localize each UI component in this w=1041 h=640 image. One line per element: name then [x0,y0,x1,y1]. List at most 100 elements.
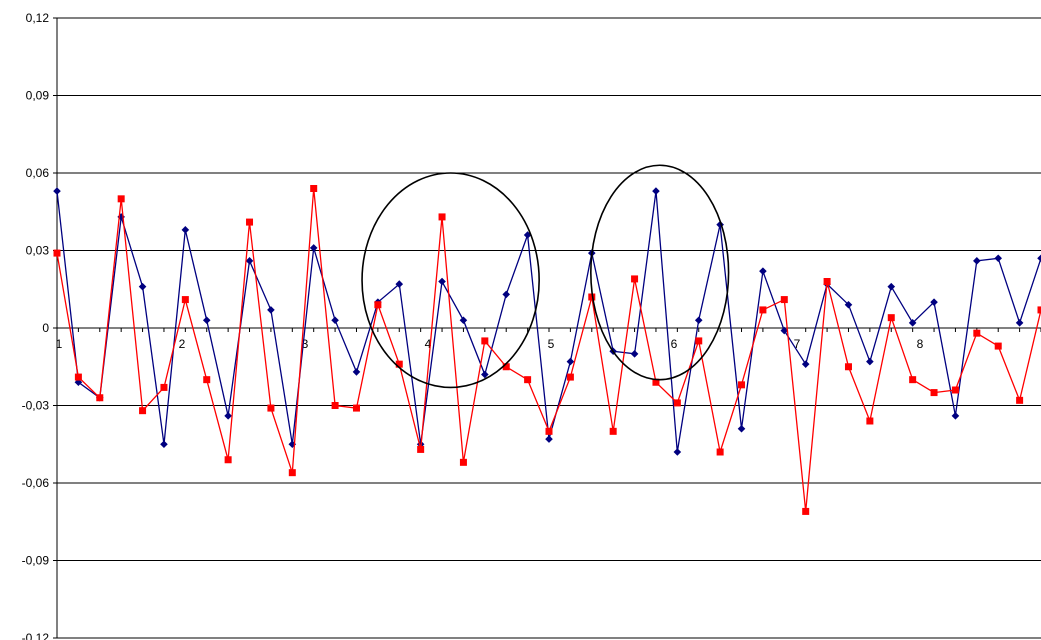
data-point [138,282,147,291]
data-point [53,187,61,195]
data-point [566,373,574,381]
data-point [481,337,489,345]
data-point [438,213,446,221]
data-point [481,370,489,379]
data-point [545,427,553,435]
data-point [267,404,275,412]
data-point [930,298,938,306]
data-point [74,373,82,381]
data-point [737,424,746,433]
data-point [524,376,532,384]
data-point [801,360,810,368]
y-axis: 0,12 0,09 0,06 0,03 0 -0,03 -0,06 -0,09 -0,12 [22,11,58,640]
series-2 [53,185,1041,515]
data-point [951,386,959,394]
data-point [994,254,1003,263]
data-point [310,185,318,192]
x-tick-label: 7 [794,337,801,351]
data-point [566,357,575,366]
data-point [909,376,917,384]
data-point [160,383,168,391]
data-point [417,445,425,453]
data-point [951,412,960,420]
data-point [630,350,639,358]
data-point [395,360,403,368]
data-point [652,187,660,195]
data-point [738,381,746,389]
data-point [694,316,703,325]
data-point [780,296,788,304]
data-point [459,316,468,325]
data-point [973,329,981,337]
data-point [1037,306,1041,314]
y-tick-label: 0,06 [26,166,50,180]
x-tick-label: 1 [56,337,63,351]
data-point [224,456,232,464]
y-tick-label: 0 [42,321,49,335]
data-point [1016,396,1024,404]
data-point [866,417,874,425]
annotation-layer [361,164,730,389]
x-tick-label: 2 [179,337,186,351]
data-point [438,277,446,286]
data-point [181,296,189,304]
data-point [139,407,147,415]
data-point [823,278,831,285]
y-tick-label: -0,12 [22,631,50,640]
data-point [502,363,510,371]
data-point [224,412,232,420]
y-tick-label: -0,09 [22,554,50,568]
data-point [53,249,61,257]
data-point [695,337,703,345]
data-point [1015,319,1024,327]
x-tick-label: 6 [671,337,678,351]
x-tick-label: 5 [548,337,555,351]
y-tick-label: -0,06 [22,476,50,490]
data-point [716,448,724,456]
y-tick-label: 0,12 [26,11,50,25]
data-point [160,440,168,449]
data-point [203,376,211,384]
data-point [673,448,682,456]
y-tick-label: -0,03 [22,399,50,413]
data-point [973,257,981,265]
data-point [352,404,360,412]
x-tick-label: 4 [425,337,432,351]
data-point [96,394,104,402]
data-point [609,427,617,435]
data-point [245,257,254,265]
data-point [288,469,296,477]
data-point [395,280,404,288]
data-point [502,290,511,299]
data-point [652,378,660,386]
data-point [545,435,553,443]
x-tick-label: 8 [917,337,924,351]
data-point [267,306,275,314]
data-point [246,218,254,226]
data-point [759,306,767,314]
annotation-ellipse [590,164,730,381]
data-point [930,389,938,397]
y-tick-label: 0,09 [26,89,50,103]
y-tick-label: 0,03 [26,244,50,258]
data-point [887,314,895,322]
data-point [181,226,190,234]
data-point [844,363,852,371]
data-point [780,326,789,335]
annotation-ellipse [361,172,540,389]
series-layer [53,185,1041,515]
data-point [459,458,467,466]
data-point [887,282,896,291]
data-point [1037,254,1041,263]
data-point [994,342,1002,350]
data-point [117,195,125,203]
data-point [844,300,853,309]
data-point [673,399,681,407]
data-point [374,301,382,309]
data-point [802,507,810,515]
x-tick-label: 3 [302,337,309,351]
x-axis: 1 2 3 4 5 6 7 8 [56,328,1041,351]
data-point [866,357,874,366]
data-point [352,368,361,376]
